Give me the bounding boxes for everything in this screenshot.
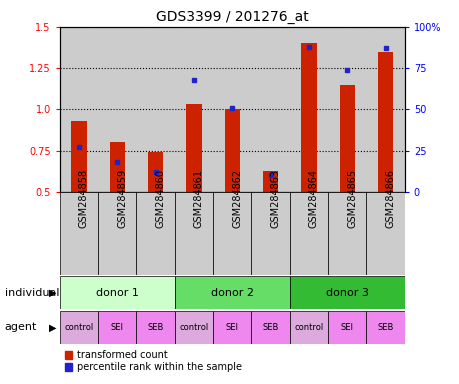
Text: control: control xyxy=(294,323,323,332)
FancyBboxPatch shape xyxy=(213,311,251,344)
FancyBboxPatch shape xyxy=(136,311,174,344)
Title: GDS3399 / 201276_at: GDS3399 / 201276_at xyxy=(156,10,308,25)
Bar xyxy=(366,27,404,192)
Text: control: control xyxy=(64,323,93,332)
FancyBboxPatch shape xyxy=(136,192,174,275)
FancyBboxPatch shape xyxy=(366,311,404,344)
FancyBboxPatch shape xyxy=(213,192,251,275)
Text: GSM284862: GSM284862 xyxy=(232,169,242,228)
Text: SEI: SEI xyxy=(340,323,353,332)
Bar xyxy=(213,27,251,192)
FancyBboxPatch shape xyxy=(60,276,174,309)
Bar xyxy=(174,27,213,192)
Bar xyxy=(109,142,125,192)
Bar xyxy=(71,121,86,192)
Text: SEB: SEB xyxy=(262,323,278,332)
FancyBboxPatch shape xyxy=(289,311,327,344)
Text: GSM284865: GSM284865 xyxy=(347,169,357,228)
Bar xyxy=(289,27,327,192)
FancyBboxPatch shape xyxy=(174,311,213,344)
Text: SEI: SEI xyxy=(111,323,123,332)
FancyBboxPatch shape xyxy=(289,192,327,275)
FancyBboxPatch shape xyxy=(98,311,136,344)
Legend: transformed count, percentile rank within the sample: transformed count, percentile rank withi… xyxy=(65,351,242,372)
Text: GSM284861: GSM284861 xyxy=(194,169,203,228)
FancyBboxPatch shape xyxy=(98,192,136,275)
Text: SEB: SEB xyxy=(147,323,163,332)
Bar xyxy=(60,27,98,192)
FancyBboxPatch shape xyxy=(289,276,404,309)
Text: ▶: ▶ xyxy=(49,288,56,298)
FancyBboxPatch shape xyxy=(251,311,289,344)
FancyBboxPatch shape xyxy=(60,192,98,275)
Bar xyxy=(377,51,392,192)
Bar xyxy=(251,27,289,192)
Text: GSM284863: GSM284863 xyxy=(270,169,280,228)
Text: donor 2: donor 2 xyxy=(210,288,253,298)
FancyBboxPatch shape xyxy=(327,192,366,275)
Bar xyxy=(301,43,316,192)
Text: control: control xyxy=(179,323,208,332)
FancyBboxPatch shape xyxy=(327,311,366,344)
Bar xyxy=(136,27,174,192)
FancyBboxPatch shape xyxy=(366,192,404,275)
Bar xyxy=(339,85,354,192)
Text: SEI: SEI xyxy=(225,323,238,332)
Text: GSM284859: GSM284859 xyxy=(117,169,127,228)
Bar xyxy=(148,152,163,192)
Text: GSM284866: GSM284866 xyxy=(385,169,395,228)
Text: SEB: SEB xyxy=(377,323,393,332)
Text: GSM284864: GSM284864 xyxy=(308,169,318,228)
Text: GSM284858: GSM284858 xyxy=(79,169,89,228)
Bar xyxy=(263,170,278,192)
Text: GSM284860: GSM284860 xyxy=(155,169,165,228)
Text: individual: individual xyxy=(5,288,59,298)
Text: agent: agent xyxy=(5,322,37,333)
Bar xyxy=(327,27,366,192)
Bar xyxy=(186,104,201,192)
FancyBboxPatch shape xyxy=(251,192,289,275)
Bar xyxy=(224,109,240,192)
FancyBboxPatch shape xyxy=(174,276,289,309)
FancyBboxPatch shape xyxy=(60,311,98,344)
FancyBboxPatch shape xyxy=(174,192,213,275)
Text: donor 1: donor 1 xyxy=(95,288,139,298)
Text: ▶: ▶ xyxy=(49,322,56,333)
Bar xyxy=(98,27,136,192)
Text: donor 3: donor 3 xyxy=(325,288,368,298)
